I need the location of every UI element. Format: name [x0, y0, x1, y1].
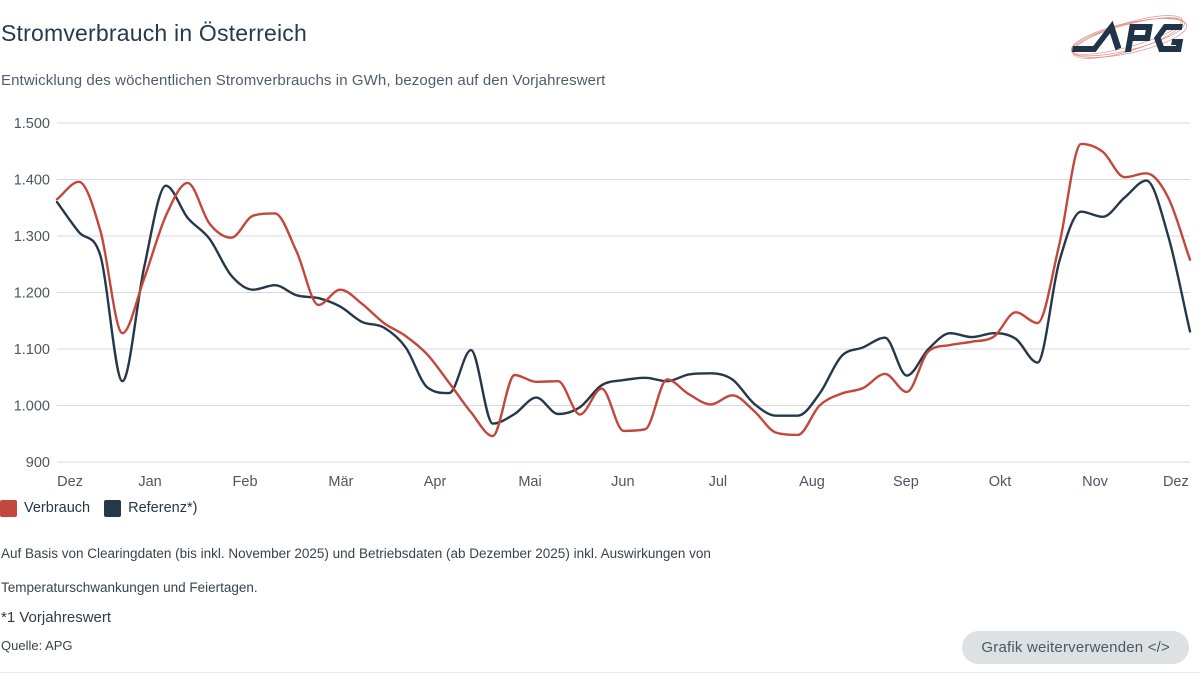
reuse-chart-button[interactable]: Grafik weiterverwenden </>	[962, 631, 1189, 664]
y-tick-900: 900	[26, 455, 50, 471]
consumption-chart[interactable]: 1.500 1.400 1.300 1.200 1.100 1.000 900 Dez Jan F…	[0, 115, 1200, 495]
x-tick-mär-3: Mär	[328, 474, 353, 490]
x-tick-sep-9: Sep	[893, 474, 919, 490]
reference-note: *1 Vorjahreswert	[1, 609, 112, 626]
x-tick-aug-8: Aug	[799, 474, 825, 490]
y-tick-1.200: 1.200	[14, 286, 50, 302]
chart-area: 1.500 1.400 1.300 1.200 1.100 1.000 900 Dez Jan F…	[0, 115, 1200, 495]
y-tick-1.000: 1.000	[14, 399, 50, 415]
page-subtitle: Entwicklung des wöchentlichen Stromverbr…	[1, 72, 606, 89]
x-tick-nov-11: Nov	[1082, 474, 1109, 490]
x-tick-okt-10: Okt	[989, 474, 1012, 490]
x-tick-jul-7: Jul	[709, 474, 728, 490]
legend-item-verbrauch: Verbrauch	[0, 499, 91, 517]
source-label: Quelle: APG	[1, 638, 73, 653]
page-title: Stromverbrauch in Österreich	[1, 20, 307, 46]
y-tick-1.300: 1.300	[14, 229, 50, 245]
legend-item-referenz: Referenz*)	[104, 499, 198, 517]
bottom-divider	[0, 672, 1200, 673]
x-tick-mai-5: Mai	[518, 474, 541, 490]
y-tick-1.500: 1.500	[14, 116, 50, 132]
x-tick-feb-2: Feb	[233, 474, 258, 490]
x-tick-dez-12: Dez	[1163, 474, 1189, 490]
referenz-swatch	[104, 499, 122, 517]
y-tick-1.100: 1.100	[14, 342, 50, 358]
series-line-referenz	[55, 179, 1192, 425]
footnote-line-2: Temperaturschwankungen und Feiertagen.	[1, 580, 258, 595]
footnote-line-1: Auf Basis von Clearingdaten (bis inkl. N…	[1, 546, 711, 561]
x-tick-apr-4: Apr	[424, 474, 447, 490]
chart-legend: Verbrauch Referenz*)	[0, 497, 197, 519]
x-tick-jan-1: Jan	[138, 474, 161, 490]
referenz-label: Referenz*)	[128, 500, 198, 516]
x-tick-jun-6: Jun	[611, 474, 634, 490]
verbrauch-swatch	[0, 499, 17, 517]
apg-logo	[1070, 15, 1188, 59]
series-line-verbrauch	[55, 142, 1192, 438]
x-tick-dez-0: Dez	[57, 474, 83, 490]
y-tick-1.400: 1.400	[14, 173, 50, 189]
apg-logo-letters	[1071, 20, 1184, 52]
verbrauch-label: Verbrauch	[24, 500, 91, 516]
